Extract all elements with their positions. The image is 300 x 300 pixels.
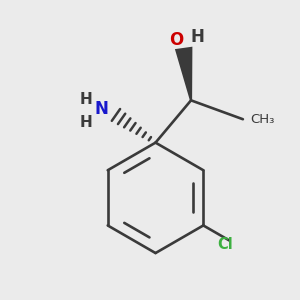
Text: H: H	[80, 116, 93, 130]
Text: H: H	[190, 28, 204, 46]
Text: N: N	[94, 100, 108, 118]
Polygon shape	[175, 47, 192, 100]
Text: H: H	[80, 92, 93, 106]
Text: Cl: Cl	[217, 237, 233, 252]
Text: CH₃: CH₃	[250, 113, 274, 126]
Text: O: O	[169, 31, 183, 49]
